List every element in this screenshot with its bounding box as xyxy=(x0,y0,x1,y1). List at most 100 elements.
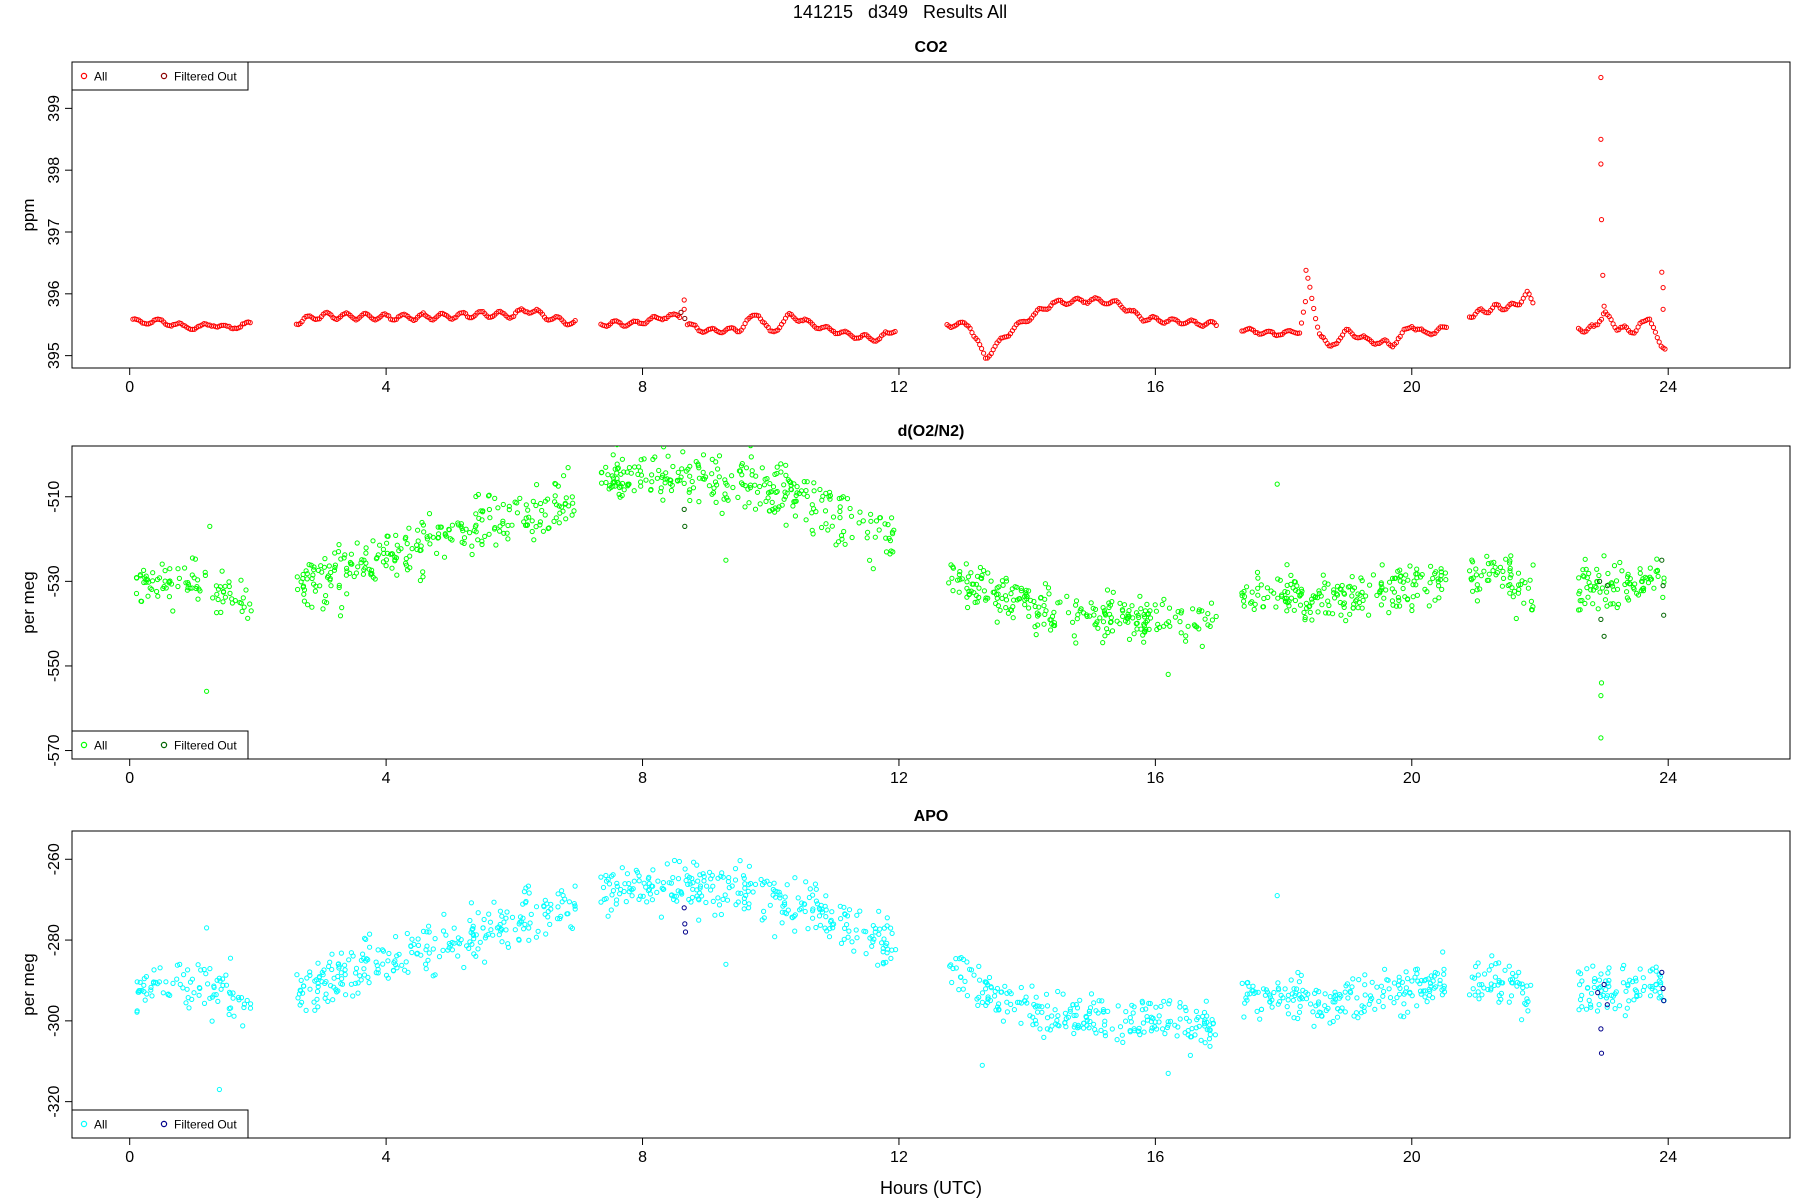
data-point xyxy=(956,572,963,578)
data-point xyxy=(146,579,152,585)
data-point xyxy=(555,891,561,897)
data-point xyxy=(1302,617,1308,623)
data-point xyxy=(1201,1009,1208,1016)
data-point xyxy=(1526,291,1532,297)
data-point xyxy=(535,928,541,934)
data-point xyxy=(662,480,668,486)
data-point xyxy=(159,561,165,567)
data-point xyxy=(421,529,427,535)
data-point xyxy=(226,1006,232,1012)
data-point xyxy=(1488,560,1494,566)
data-point xyxy=(210,595,216,601)
data-point xyxy=(1606,965,1612,971)
data-point xyxy=(1588,587,1594,593)
data-point xyxy=(955,577,961,583)
data-point xyxy=(1297,330,1303,336)
data-point xyxy=(458,937,464,943)
data-point xyxy=(1403,969,1409,975)
data-point xyxy=(1515,590,1522,596)
data-point xyxy=(383,563,389,569)
data-point xyxy=(696,917,702,923)
data-point xyxy=(1244,997,1250,1003)
data-point xyxy=(442,532,448,538)
data-point xyxy=(619,865,625,871)
data-point xyxy=(1396,978,1403,984)
data-point xyxy=(305,602,311,608)
data-point xyxy=(426,923,432,929)
data-point xyxy=(1417,988,1424,994)
data-point xyxy=(1398,1013,1404,1019)
data-point xyxy=(1302,614,1308,621)
legend-marker xyxy=(160,72,168,80)
data-point xyxy=(1087,613,1093,619)
data-point xyxy=(1624,1005,1630,1011)
data-point xyxy=(486,492,492,498)
data-point xyxy=(300,990,306,996)
data-point xyxy=(748,454,754,460)
data-point xyxy=(1183,633,1189,639)
data-point xyxy=(1424,999,1430,1005)
data-point xyxy=(1319,1013,1325,1019)
data-point xyxy=(219,568,225,574)
y-tick-label: -300 xyxy=(46,1005,63,1037)
data-point xyxy=(754,489,761,495)
data-point xyxy=(765,490,772,496)
data-point xyxy=(1144,1014,1150,1020)
data-point xyxy=(949,575,955,581)
data-point xyxy=(1307,609,1313,616)
data-point xyxy=(1475,972,1481,978)
y-tick-label: 397 xyxy=(46,219,63,246)
data-point xyxy=(1530,604,1536,610)
data-point xyxy=(967,325,973,331)
data-point xyxy=(1497,564,1504,571)
data-point xyxy=(1284,562,1290,568)
data-point xyxy=(1467,568,1473,574)
data-point xyxy=(1049,1023,1055,1029)
data-point xyxy=(1072,1022,1078,1028)
y-tick-label: -570 xyxy=(46,734,63,766)
data-point xyxy=(523,515,529,521)
data-point xyxy=(1147,615,1154,621)
data-point xyxy=(829,922,835,928)
data-point xyxy=(1385,977,1391,983)
data-point xyxy=(747,482,754,488)
data-point xyxy=(1369,979,1375,985)
data-point xyxy=(799,900,805,906)
data-point xyxy=(1602,597,1609,603)
data-point xyxy=(1507,558,1513,564)
data-point xyxy=(737,858,743,864)
data-point xyxy=(1105,1008,1111,1015)
data-point xyxy=(1138,626,1144,632)
data-point xyxy=(183,1000,189,1006)
data-point xyxy=(1207,623,1213,630)
data-point xyxy=(1378,587,1384,593)
data-point xyxy=(1149,1025,1155,1031)
data-point xyxy=(1503,556,1509,562)
data-point xyxy=(1022,602,1028,608)
data-point xyxy=(183,580,189,586)
data-point xyxy=(214,591,220,597)
data-point xyxy=(1610,998,1616,1004)
data-point xyxy=(1026,605,1032,611)
data-point xyxy=(322,556,328,562)
data-point xyxy=(1598,993,1604,1000)
data-point xyxy=(1249,599,1255,605)
data-point xyxy=(1529,607,1535,613)
data-point xyxy=(1507,575,1513,581)
data-point xyxy=(518,919,524,925)
data-point xyxy=(417,577,423,584)
data-point xyxy=(402,967,408,973)
data-point xyxy=(512,927,518,933)
data-point xyxy=(1248,600,1254,606)
data-point xyxy=(974,996,980,1002)
data-point xyxy=(326,563,332,569)
data-point xyxy=(563,495,569,501)
data-point xyxy=(527,920,533,926)
data-point xyxy=(486,506,492,513)
data-point xyxy=(1596,572,1602,579)
data-point xyxy=(656,467,662,474)
data-point xyxy=(603,464,609,470)
data-point xyxy=(426,510,433,517)
data-point xyxy=(1438,572,1444,579)
data-point xyxy=(1018,984,1024,991)
